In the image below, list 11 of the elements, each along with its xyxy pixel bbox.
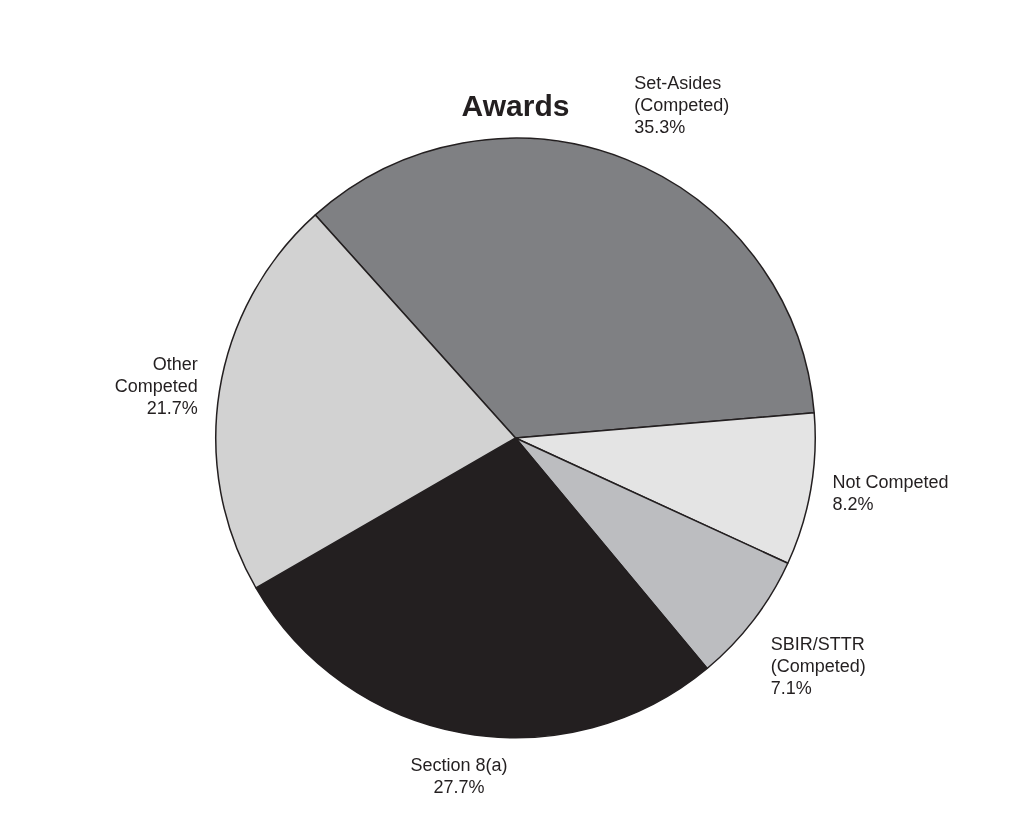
data-label: 8.2% — [832, 493, 874, 514]
slice-label: Set-Asides (Competed) — [634, 72, 730, 115]
slice-label: SBIR/STTR (Competed) — [770, 633, 866, 676]
slice-label: Other Competed — [114, 354, 198, 397]
data-label: 21.7% — [146, 398, 198, 419]
data-label: 27.7% — [433, 776, 485, 797]
data-label: 7.1% — [770, 677, 812, 698]
slice-label: Section 8(a) — [410, 754, 508, 775]
data-label: 35.3% — [634, 116, 686, 137]
slice-label: Not Competed — [832, 471, 949, 492]
chart-title: Awards — [461, 89, 570, 123]
